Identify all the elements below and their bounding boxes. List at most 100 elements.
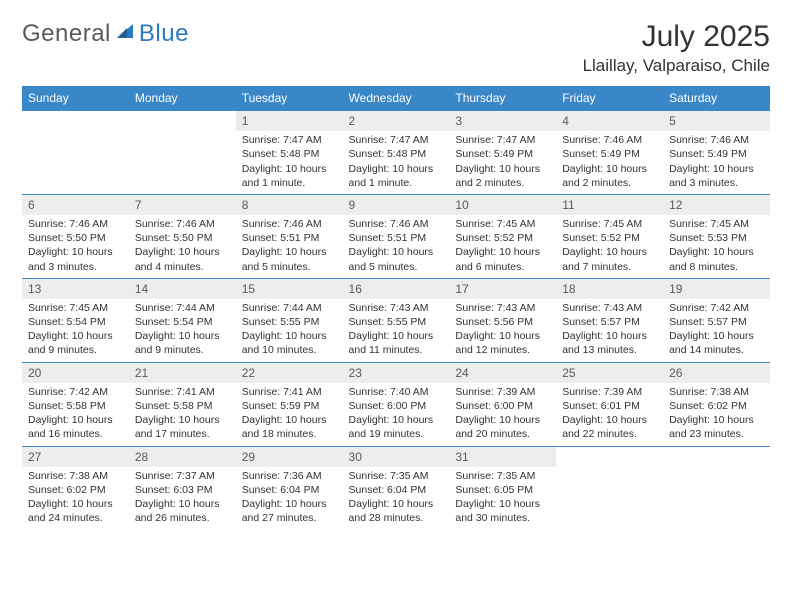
sunrise-line: Sunrise: 7:46 AM xyxy=(28,217,123,231)
sunset-line: Sunset: 5:52 PM xyxy=(562,231,657,245)
weekday-header: Friday xyxy=(556,86,663,111)
sunrise-line: Sunrise: 7:37 AM xyxy=(135,469,230,483)
day-details: Sunrise: 7:38 AMSunset: 6:02 PMDaylight:… xyxy=(663,383,770,446)
day-number: 25 xyxy=(556,363,663,383)
daylight-line: Daylight: 10 hours and 19 minutes. xyxy=(349,413,444,441)
daylight-line: Daylight: 10 hours and 14 minutes. xyxy=(669,329,764,357)
sunrise-line: Sunrise: 7:39 AM xyxy=(562,385,657,399)
sunset-line: Sunset: 6:02 PM xyxy=(28,483,123,497)
day-details: Sunrise: 7:44 AMSunset: 5:55 PMDaylight:… xyxy=(236,299,343,362)
day-details: Sunrise: 7:41 AMSunset: 5:59 PMDaylight:… xyxy=(236,383,343,446)
sunrise-line: Sunrise: 7:41 AM xyxy=(135,385,230,399)
sunset-line: Sunset: 6:01 PM xyxy=(562,399,657,413)
calendar-day-cell: 10Sunrise: 7:45 AMSunset: 5:52 PMDayligh… xyxy=(449,194,556,278)
day-number: 11 xyxy=(556,195,663,215)
day-number: 22 xyxy=(236,363,343,383)
calendar-week-row: 27Sunrise: 7:38 AMSunset: 6:02 PMDayligh… xyxy=(22,446,770,529)
calendar-day-cell: 6Sunrise: 7:46 AMSunset: 5:50 PMDaylight… xyxy=(22,194,129,278)
sunset-line: Sunset: 6:03 PM xyxy=(135,483,230,497)
day-details: Sunrise: 7:43 AMSunset: 5:57 PMDaylight:… xyxy=(556,299,663,362)
calendar-body: ....1Sunrise: 7:47 AMSunset: 5:48 PMDayl… xyxy=(22,111,770,530)
calendar-day-cell: .. xyxy=(556,446,663,529)
day-details: Sunrise: 7:39 AMSunset: 6:00 PMDaylight:… xyxy=(449,383,556,446)
sunset-line: Sunset: 6:04 PM xyxy=(349,483,444,497)
daylight-line: Daylight: 10 hours and 3 minutes. xyxy=(669,162,764,190)
day-details: Sunrise: 7:41 AMSunset: 5:58 PMDaylight:… xyxy=(129,383,236,446)
day-details: Sunrise: 7:38 AMSunset: 6:02 PMDaylight:… xyxy=(22,467,129,530)
daylight-line: Daylight: 10 hours and 26 minutes. xyxy=(135,497,230,525)
day-number: 4 xyxy=(556,111,663,131)
calendar-day-cell: 18Sunrise: 7:43 AMSunset: 5:57 PMDayligh… xyxy=(556,278,663,362)
sunrise-line: Sunrise: 7:42 AM xyxy=(669,301,764,315)
sunrise-line: Sunrise: 7:38 AM xyxy=(669,385,764,399)
day-number: 24 xyxy=(449,363,556,383)
day-number: 28 xyxy=(129,447,236,467)
weekday-header: Saturday xyxy=(663,86,770,111)
daylight-line: Daylight: 10 hours and 5 minutes. xyxy=(242,245,337,273)
daylight-line: Daylight: 10 hours and 13 minutes. xyxy=(562,329,657,357)
sunset-line: Sunset: 5:50 PM xyxy=(28,231,123,245)
day-number: 2 xyxy=(343,111,450,131)
calendar-table: Sunday Monday Tuesday Wednesday Thursday… xyxy=(22,86,770,529)
daylight-line: Daylight: 10 hours and 2 minutes. xyxy=(562,162,657,190)
sunrise-line: Sunrise: 7:36 AM xyxy=(242,469,337,483)
daylight-line: Daylight: 10 hours and 11 minutes. xyxy=(349,329,444,357)
sunrise-line: Sunrise: 7:38 AM xyxy=(28,469,123,483)
weekday-header: Thursday xyxy=(449,86,556,111)
day-number: 31 xyxy=(449,447,556,467)
daylight-line: Daylight: 10 hours and 27 minutes. xyxy=(242,497,337,525)
calendar-day-cell: .. xyxy=(663,446,770,529)
sunrise-line: Sunrise: 7:46 AM xyxy=(135,217,230,231)
daylight-line: Daylight: 10 hours and 16 minutes. xyxy=(28,413,123,441)
daylight-line: Daylight: 10 hours and 30 minutes. xyxy=(455,497,550,525)
daylight-line: Daylight: 10 hours and 6 minutes. xyxy=(455,245,550,273)
calendar-day-cell: 28Sunrise: 7:37 AMSunset: 6:03 PMDayligh… xyxy=(129,446,236,529)
calendar-day-cell: 8Sunrise: 7:46 AMSunset: 5:51 PMDaylight… xyxy=(236,194,343,278)
day-number: 8 xyxy=(236,195,343,215)
calendar-week-row: ....1Sunrise: 7:47 AMSunset: 5:48 PMDayl… xyxy=(22,111,770,195)
calendar-day-cell: 26Sunrise: 7:38 AMSunset: 6:02 PMDayligh… xyxy=(663,362,770,446)
day-details: Sunrise: 7:37 AMSunset: 6:03 PMDaylight:… xyxy=(129,467,236,530)
sunset-line: Sunset: 5:52 PM xyxy=(455,231,550,245)
sunrise-line: Sunrise: 7:44 AM xyxy=(242,301,337,315)
calendar-week-row: 20Sunrise: 7:42 AMSunset: 5:58 PMDayligh… xyxy=(22,362,770,446)
calendar-day-cell: 22Sunrise: 7:41 AMSunset: 5:59 PMDayligh… xyxy=(236,362,343,446)
daylight-line: Daylight: 10 hours and 17 minutes. xyxy=(135,413,230,441)
day-number: 5 xyxy=(663,111,770,131)
day-details: Sunrise: 7:36 AMSunset: 6:04 PMDaylight:… xyxy=(236,467,343,530)
calendar-day-cell: 3Sunrise: 7:47 AMSunset: 5:49 PMDaylight… xyxy=(449,111,556,195)
daylight-line: Daylight: 10 hours and 12 minutes. xyxy=(455,329,550,357)
sunset-line: Sunset: 5:50 PM xyxy=(135,231,230,245)
day-number: 15 xyxy=(236,279,343,299)
sunrise-line: Sunrise: 7:47 AM xyxy=(242,133,337,147)
day-number: 18 xyxy=(556,279,663,299)
weekday-header: Monday xyxy=(129,86,236,111)
brand-text-general: General xyxy=(22,20,111,48)
sunset-line: Sunset: 5:55 PM xyxy=(349,315,444,329)
day-details: Sunrise: 7:40 AMSunset: 6:00 PMDaylight:… xyxy=(343,383,450,446)
day-number: 6 xyxy=(22,195,129,215)
sunrise-line: Sunrise: 7:44 AM xyxy=(135,301,230,315)
location-text: Llaillay, Valparaiso, Chile xyxy=(583,56,770,76)
sunrise-line: Sunrise: 7:45 AM xyxy=(562,217,657,231)
day-details: Sunrise: 7:39 AMSunset: 6:01 PMDaylight:… xyxy=(556,383,663,446)
daylight-line: Daylight: 10 hours and 18 minutes. xyxy=(242,413,337,441)
sunrise-line: Sunrise: 7:46 AM xyxy=(562,133,657,147)
day-details: Sunrise: 7:46 AMSunset: 5:50 PMDaylight:… xyxy=(22,215,129,278)
calendar-day-cell: .. xyxy=(129,111,236,195)
sunrise-line: Sunrise: 7:43 AM xyxy=(455,301,550,315)
day-number: 16 xyxy=(343,279,450,299)
daylight-line: Daylight: 10 hours and 24 minutes. xyxy=(28,497,123,525)
day-details: Sunrise: 7:42 AMSunset: 5:58 PMDaylight:… xyxy=(22,383,129,446)
calendar-day-cell: 17Sunrise: 7:43 AMSunset: 5:56 PMDayligh… xyxy=(449,278,556,362)
sunset-line: Sunset: 5:54 PM xyxy=(135,315,230,329)
calendar-day-cell: 27Sunrise: 7:38 AMSunset: 6:02 PMDayligh… xyxy=(22,446,129,529)
sunset-line: Sunset: 5:49 PM xyxy=(669,147,764,161)
day-details: Sunrise: 7:35 AMSunset: 6:05 PMDaylight:… xyxy=(449,467,556,530)
sunrise-line: Sunrise: 7:42 AM xyxy=(28,385,123,399)
brand-sail-icon xyxy=(115,20,137,47)
sunrise-line: Sunrise: 7:45 AM xyxy=(669,217,764,231)
sunset-line: Sunset: 5:58 PM xyxy=(135,399,230,413)
sunset-line: Sunset: 5:48 PM xyxy=(242,147,337,161)
brand-text-blue: Blue xyxy=(139,20,189,48)
